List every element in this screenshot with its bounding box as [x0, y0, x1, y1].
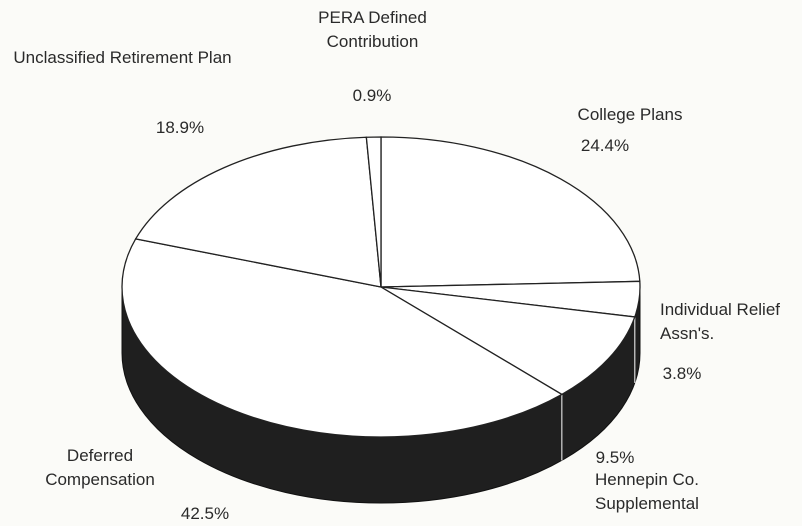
value-label: 18.9% — [155, 118, 205, 137]
value-label: 3.8% — [662, 364, 702, 383]
pie-slice — [365, 136, 382, 288]
value-label: 24.4% — [580, 136, 630, 155]
value-label: 0.9% — [352, 86, 392, 105]
slice-label: Unclassified Retirement Plan — [13, 48, 232, 67]
slice-label: College Plans — [577, 105, 683, 124]
pie-slice — [380, 286, 636, 396]
slice-label: Hennepin Co. Supplemental — [595, 470, 699, 513]
value-label: 42.5% — [180, 504, 230, 523]
value-label: 9.5% — [595, 448, 635, 467]
slice-label: Deferred Compensation — [45, 446, 155, 489]
pie-slice — [121, 238, 564, 438]
pie-slice — [134, 136, 382, 288]
pie-slice — [380, 136, 641, 288]
slice-label: PERA Defined Contribution — [318, 8, 427, 51]
slice-label: Individual Relief Assn's. — [660, 300, 781, 343]
